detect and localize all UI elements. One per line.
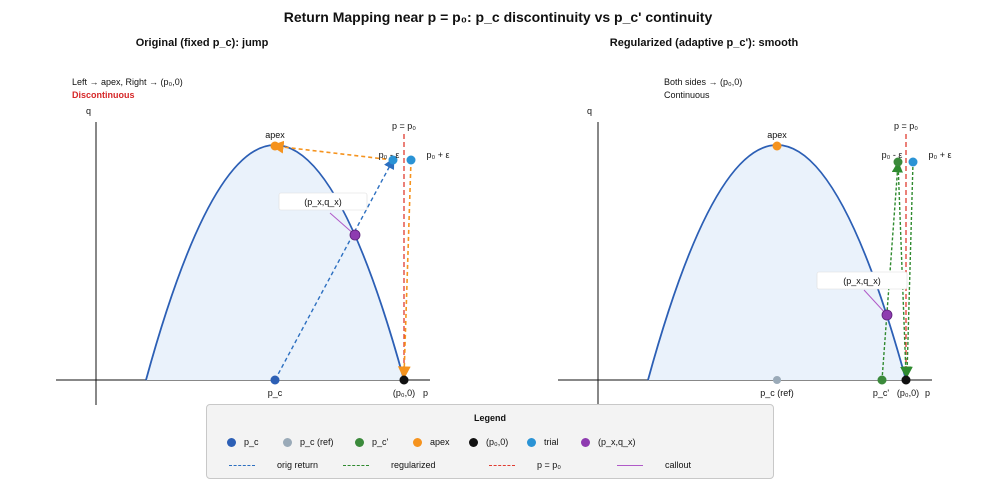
right-panel-subtitle: Regularized (adaptive p_c'): smooth — [609, 37, 799, 49]
legend-dot-pc-prime — [355, 437, 364, 447]
right-callout-line — [863, 289, 888, 316]
left-apex-marker — [270, 141, 280, 151]
left-pc-label: p_c — [268, 388, 283, 398]
legend-item-pc: p_c — [227, 437, 259, 447]
legend-dot-apex — [413, 437, 422, 447]
legend-label-pc-prime: p_c' — [372, 437, 389, 447]
legend-label-apex: apex — [430, 437, 450, 447]
left-note-direction: Left → apex, Right → (p₀,0) — [72, 77, 183, 87]
right-note-direction: Both sides → (p₀,0) — [664, 77, 743, 87]
left-trial-plus-marker — [406, 155, 416, 165]
left-trial-minus-marker — [388, 155, 398, 165]
left-note-discontinuous: Discontinuous — [72, 90, 135, 100]
right-apex-marker — [772, 141, 782, 151]
right-p-label: p — [925, 388, 930, 398]
legend-item-orig-return: orig return — [229, 460, 318, 470]
right-q-label: q — [587, 106, 592, 116]
left-return-to-p0 — [397, 159, 412, 380]
right-p0-marker — [901, 375, 911, 385]
legend-line-regularized — [343, 464, 369, 466]
left-q-label: q — [86, 106, 91, 116]
left-p-label: p — [423, 388, 428, 398]
right-p0-label: (p₀,0) — [897, 388, 919, 398]
right-pc-ref-marker — [773, 376, 781, 384]
legend-label-callout: callout — [665, 460, 692, 470]
left-pxqx-marker — [349, 229, 361, 241]
legend-title: Legend — [473, 413, 506, 423]
legend-label-pc-ref: p_c (ref) — [300, 437, 334, 447]
legend-item-p-eq: p = p₀ — [489, 460, 561, 470]
legend-label-p0: (p₀,0) — [486, 437, 509, 447]
legend-dot-pxqx — [581, 437, 590, 447]
left-p-eq-label: p = p₀ — [392, 121, 416, 131]
legend: Legend p_c p_c (ref) p_c' apex (p₀,0) tr… — [206, 404, 774, 479]
legend-item-callout: callout — [617, 460, 691, 470]
legend-label-trial: trial — [544, 437, 559, 447]
right-pxqx-marker — [881, 309, 893, 321]
legend-dot-trial — [527, 437, 536, 447]
right-return-minus — [897, 161, 912, 378]
left-callout-box — [278, 192, 368, 211]
legend-label-orig-return: orig return — [277, 460, 319, 470]
left-p-plus-label: p₀ + ε — [426, 150, 449, 160]
left-callout-label: (p_x,q_x) — [304, 197, 342, 207]
legend-dot-p0 — [469, 437, 478, 447]
left-p0-label: (p₀,0) — [393, 388, 415, 398]
legend-label-regularized: regularized — [391, 460, 436, 470]
right-apex-label: apex — [767, 130, 787, 140]
left-panel-subtitle: Original (fixed p_c): jump — [135, 37, 269, 49]
legend-item-pxqx: (p_x,q_x) — [581, 437, 636, 447]
left-p-minus-label: p₀ - ε — [379, 150, 400, 160]
right-pc-ref-label: p_c (ref) — [760, 388, 794, 398]
legend-label-pxqx: (p_x,q_x) — [598, 437, 636, 447]
right-note-continuous: Continuous — [664, 90, 710, 100]
right-p-plus-label: p₀ + ε — [928, 150, 951, 160]
right-pc-prime-label: p_c' — [873, 388, 890, 398]
right-pc-prime-marker — [877, 375, 887, 385]
right-trial-plus-marker — [908, 157, 918, 167]
legend-dot-pc-ref — [283, 437, 292, 447]
right-p-minus-label: p₀ - ε — [882, 150, 903, 160]
legend-item-apex: apex — [413, 437, 450, 447]
right-callout-box — [816, 271, 908, 290]
left-pc-marker — [270, 375, 280, 385]
legend-line-orig-return — [229, 464, 255, 466]
left-callout-line — [329, 212, 356, 236]
right-p-eq-label: p = p₀ — [894, 121, 918, 131]
legend-line-callout — [617, 464, 643, 466]
legend-item-regularized: regularized — [343, 460, 436, 470]
legend-label-p-eq: p = p₀ — [537, 460, 562, 470]
legend-item-p0: (p₀,0) — [469, 437, 508, 447]
left-panel: q p (p_x,q_x) apex p = p₀ p₀ - ε p₀ + ε … — [56, 106, 450, 405]
right-regularized-line-minus — [881, 161, 903, 381]
left-return-to-apex — [270, 140, 394, 161]
legend-item-pc-prime: p_c' — [355, 437, 388, 447]
right-callout-label: (p_x,q_x) — [843, 276, 881, 286]
legend-line-p-eq — [489, 464, 515, 466]
figure-title: Return Mapping near p = p₀: p_c disconti… — [283, 9, 713, 25]
left-apex-label: apex — [265, 130, 285, 140]
legend-dot-pc — [227, 437, 236, 447]
right-panel: q p (p_x,q_x) apex p = p₀ p₀ - ε p₀ + ε … — [558, 106, 952, 405]
legend-item-trial: trial — [527, 437, 559, 447]
right-trial-minus-marker — [893, 157, 903, 167]
legend-label-pc: p_c — [244, 437, 259, 447]
left-p0-marker — [399, 375, 409, 385]
legend-item-pc-ref: p_c (ref) — [283, 437, 334, 447]
right-return-plus — [901, 161, 914, 378]
